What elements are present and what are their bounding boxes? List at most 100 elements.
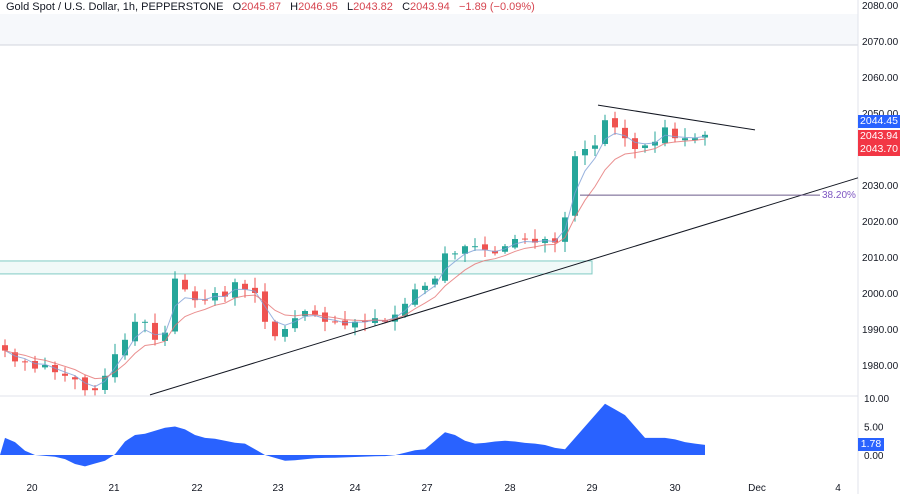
oscillator-area: [0, 403, 705, 467]
candle: [602, 114, 608, 147]
price-tick-label: 2070.00: [862, 37, 899, 48]
fib-level-label: 38.20%: [822, 190, 856, 201]
candle-body: [132, 321, 138, 342]
candle-body: [422, 285, 428, 291]
close-label: C: [402, 1, 411, 13]
candle: [572, 151, 578, 222]
candle: [592, 135, 598, 156]
support-zone: [0, 260, 593, 275]
price-tick-label: 2030.00: [862, 181, 899, 192]
candle: [632, 132, 638, 159]
candle: [532, 229, 538, 249]
candle: [162, 325, 168, 346]
candle-body: [512, 239, 518, 248]
slow-ma-line: [4, 138, 706, 380]
candle-body: [682, 138, 688, 141]
candle: [372, 309, 378, 326]
candle: [232, 278, 238, 306]
candle: [272, 319, 278, 341]
candle: [12, 348, 18, 367]
candle: [512, 234, 518, 250]
candle: [152, 313, 158, 346]
candle: [292, 310, 298, 333]
candle: [202, 289, 208, 305]
candle-body: [162, 332, 168, 341]
candle: [522, 233, 528, 244]
candle-body: [2, 345, 8, 351]
symbol-title: Gold Spot / U.S. Dollar, 1h, PEPPERSTONE: [6, 1, 224, 13]
candle-body: [582, 149, 588, 156]
low-value: 2043.82: [353, 1, 393, 13]
candle-body: [332, 321, 338, 323]
price-tick-label: 1990.00: [862, 325, 899, 336]
candle-body: [432, 278, 438, 285]
oscillator-tag: 1.78: [858, 438, 884, 451]
price-tick-label: 2050.00: [862, 109, 899, 120]
symbol-header: Gold Spot / U.S. Dollar, 1h, PEPPERSTONE…: [6, 0, 535, 14]
candle: [302, 309, 308, 321]
candle-body: [122, 339, 128, 356]
candle: [222, 286, 228, 302]
candle-body: [642, 145, 648, 149]
candle-body: [92, 388, 98, 391]
candle: [82, 374, 88, 396]
high-label: H: [290, 1, 299, 13]
header-band: [0, 14, 858, 45]
candle-body: [22, 361, 28, 363]
time-tick-label: 21: [108, 483, 120, 494]
time-tick-label: 28: [504, 483, 516, 494]
candle: [282, 325, 288, 342]
candle: [662, 119, 668, 147]
candle: [582, 140, 588, 165]
candle: [172, 271, 178, 335]
descending-trend-line: [597, 104, 756, 131]
price-tick-label: 2000.00: [862, 289, 899, 300]
candle-body: [472, 246, 478, 248]
candle: [612, 111, 618, 135]
candle-body: [572, 156, 578, 216]
candle: [42, 357, 48, 370]
open-label: O: [232, 1, 242, 13]
price-tag-ma: 2043.70: [858, 143, 900, 156]
candle-body: [282, 329, 288, 337]
candle-body: [32, 361, 38, 369]
time-tick-label: 4: [835, 483, 841, 494]
candle-body: [302, 311, 308, 317]
uptrend-line: [149, 177, 859, 396]
osc-tick-label: 10.00: [864, 394, 889, 405]
candle-body: [652, 141, 658, 146]
candle: [72, 375, 78, 390]
candle-body: [452, 253, 458, 255]
candle: [122, 333, 128, 360]
candle: [62, 367, 68, 382]
candle: [702, 131, 708, 146]
fast-ma-line: [4, 132, 706, 388]
candle-body: [42, 365, 48, 368]
candle: [22, 359, 28, 371]
candle-body: [592, 145, 598, 149]
time-tick-label: 20: [26, 483, 38, 494]
candle-body: [12, 352, 18, 362]
price-tick-label: 2020.00: [862, 217, 899, 228]
candle-body: [62, 373, 68, 376]
candle-body: [632, 138, 638, 149]
candle-body: [702, 134, 708, 138]
candle: [452, 250, 458, 260]
candle-body: [352, 321, 358, 328]
osc-tick-label: 0.00: [864, 451, 884, 462]
time-tick-label: Dec: [748, 483, 766, 494]
price-tick-label: 2060.00: [862, 73, 899, 84]
candle: [652, 131, 658, 153]
candle-body: [612, 118, 618, 128]
candle: [252, 277, 258, 303]
time-tick-label: 24: [349, 483, 361, 494]
candle: [412, 283, 418, 307]
time-tick-label: 22: [191, 483, 203, 494]
candle: [242, 279, 248, 298]
close-value: 2043.94: [410, 1, 450, 13]
candle-body: [622, 127, 628, 139]
candle-body: [552, 238, 558, 243]
candle-body: [242, 283, 248, 290]
candle-body: [252, 287, 258, 293]
